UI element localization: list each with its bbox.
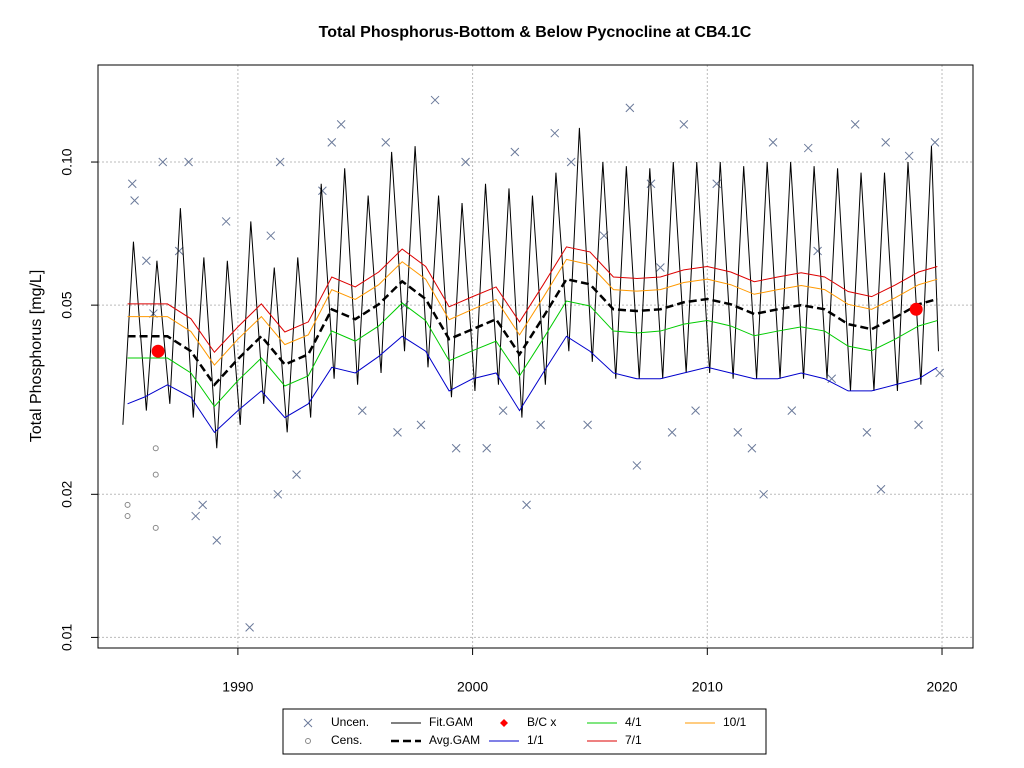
point: [174, 246, 184, 256]
point: [904, 151, 914, 161]
point: [733, 427, 743, 437]
x-tick-label: 2010: [692, 679, 723, 695]
point: [909, 302, 923, 316]
legend-label: Cens.: [331, 733, 362, 747]
point: [451, 443, 461, 453]
point: [787, 406, 797, 415]
point: [510, 147, 520, 157]
point: [935, 368, 945, 378]
point: [198, 500, 208, 510]
chart-title: Total Phosphorus-Bottom & Below Pycnocli…: [319, 24, 752, 41]
plot-area: 1990 2000 2010 2020 0.01 0.02 0.05 0.10: [59, 65, 973, 695]
series-line: [127, 300, 938, 408]
series-line: [127, 335, 938, 434]
point: [275, 157, 285, 167]
legend-label: Fit.GAM: [429, 715, 473, 729]
series-line: [127, 246, 938, 354]
series-line: [122, 127, 939, 449]
point: [482, 443, 492, 453]
legend-label: 10/1: [723, 715, 747, 729]
series-line: [127, 258, 938, 366]
point: [191, 511, 200, 521]
point: [759, 489, 768, 499]
point: [768, 138, 778, 147]
legend-label: 4/1: [625, 715, 642, 729]
legend-label: 1/1: [527, 733, 544, 747]
point: [141, 256, 151, 266]
point: [625, 103, 635, 113]
y-tick-label: 0.02: [59, 480, 75, 507]
plot-frame: [97, 64, 974, 649]
point: [381, 138, 391, 147]
point: [158, 157, 168, 167]
legend-symbol: [305, 738, 311, 744]
point: [184, 157, 193, 167]
series-line: [127, 277, 938, 387]
point: [245, 622, 254, 632]
point: [393, 427, 402, 437]
point: [656, 263, 665, 272]
point: [336, 120, 346, 129]
y-tick-label: 0.01: [59, 624, 75, 651]
point: [498, 406, 508, 415]
legend-symbol: [303, 718, 313, 728]
point: [803, 143, 813, 153]
point: [522, 500, 531, 510]
point: [850, 120, 860, 129]
point: [151, 344, 165, 358]
point: [416, 420, 426, 430]
legend: Uncen. Cens. Fit.GAM Avg.GAM B/C x 1/1 4/1 7/1 1…: [282, 708, 767, 755]
legend-symbol: [500, 719, 508, 727]
point: [273, 489, 283, 499]
point: [130, 196, 139, 205]
point: [566, 157, 576, 167]
legend-label: B/C x: [527, 715, 556, 729]
point: [876, 484, 886, 494]
point: [691, 406, 700, 415]
legend-label: 7/1: [625, 733, 642, 747]
point: [221, 217, 231, 226]
x-tick-label: 1990: [222, 679, 253, 695]
point: [124, 501, 131, 508]
point: [461, 157, 470, 167]
legend-box: [282, 708, 767, 755]
point: [152, 524, 159, 531]
point: [327, 138, 337, 147]
x-tick-label: 2020: [926, 679, 957, 695]
y-tick-label: 0.05: [59, 291, 75, 318]
legend-label: Avg.GAM: [429, 733, 480, 747]
point: [679, 120, 689, 129]
point: [914, 420, 923, 430]
legend-label: Uncen.: [331, 715, 369, 729]
point: [632, 461, 642, 470]
point: [536, 420, 546, 430]
point: [318, 186, 327, 196]
point: [550, 128, 560, 138]
y-tick-label: 0.10: [59, 148, 75, 175]
point: [152, 445, 159, 452]
point: [357, 406, 367, 415]
point: [124, 513, 131, 520]
point: [266, 231, 276, 241]
point: [813, 246, 822, 256]
point: [881, 138, 891, 147]
point: [292, 470, 301, 479]
point: [152, 471, 159, 478]
y-axis-label: Total Phosphorus [mg/L]: [28, 270, 45, 443]
point: [583, 420, 592, 430]
x-tick-label: 2000: [457, 679, 488, 695]
point: [930, 138, 940, 147]
point: [430, 95, 440, 105]
point: [127, 179, 137, 189]
point: [862, 427, 872, 437]
point: [667, 427, 677, 437]
point: [747, 443, 757, 453]
point: [212, 536, 222, 545]
